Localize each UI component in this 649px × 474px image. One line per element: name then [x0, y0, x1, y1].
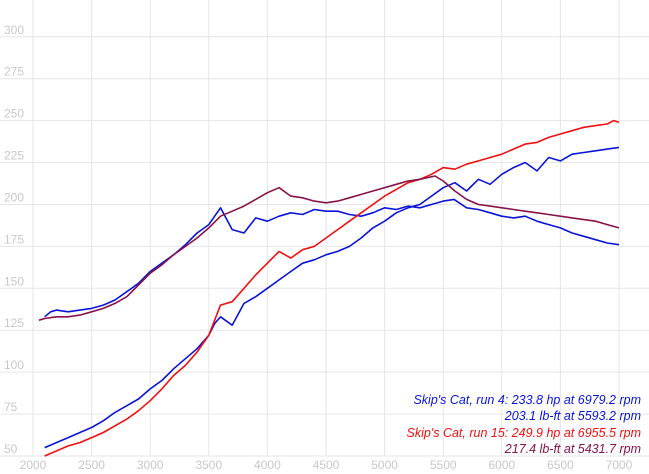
series-line-2 [44, 198, 620, 318]
x-tick-label: 5000 [371, 458, 398, 472]
legend-entry-run4-torque: 203.1 lb-ft at 5593.2 rpm [504, 409, 641, 423]
y-tick-label: 225 [4, 149, 24, 163]
legend-entry-run15-torque: 217.4 lb-ft at 5431.7 rpm [504, 442, 641, 456]
y-tick-label: 75 [4, 400, 18, 414]
x-tick-label: 6500 [547, 458, 574, 472]
x-tick-label: 6000 [488, 458, 515, 472]
x-tick-label: 5500 [430, 458, 457, 472]
series-line-1 [44, 146, 620, 449]
x-tick-label: 2500 [78, 458, 105, 472]
axis-ticks: 2000 2500 3000 3500 4000 4500 5000 5500 6000 6500… [4, 23, 633, 472]
y-tick-label: 125 [4, 316, 24, 330]
y-tick-label: 200 [4, 190, 24, 204]
series-lines [38, 119, 620, 457]
y-tick-label: 275 [4, 65, 24, 79]
legend: Skip's Cat, run 4: 233.8 hp at 6979.2 rp… [407, 393, 641, 456]
y-tick-label: 50 [4, 442, 18, 456]
series-line-4 [38, 175, 620, 321]
y-tick-label: 150 [4, 274, 24, 288]
x-tick-label: 2000 [20, 458, 47, 472]
grid [0, 0, 649, 457]
series-line-3 [44, 119, 620, 457]
y-tick-label: 250 [4, 107, 24, 121]
legend-entry-run4-hp: Skip's Cat, run 4: 233.8 hp at 6979.2 rp… [413, 393, 641, 407]
x-tick-label: 4500 [313, 458, 340, 472]
legend-entry-run15-hp: Skip's Cat, run 15: 249.9 hp at 6955.5 r… [407, 426, 641, 440]
y-tick-label: 300 [4, 23, 24, 37]
x-tick-label: 3000 [137, 458, 164, 472]
x-tick-label: 3500 [195, 458, 222, 472]
y-tick-label: 100 [4, 358, 24, 372]
y-tick-label: 175 [4, 232, 24, 246]
x-tick-label: 4000 [254, 458, 281, 472]
x-tick-label: 7000 [606, 458, 633, 472]
